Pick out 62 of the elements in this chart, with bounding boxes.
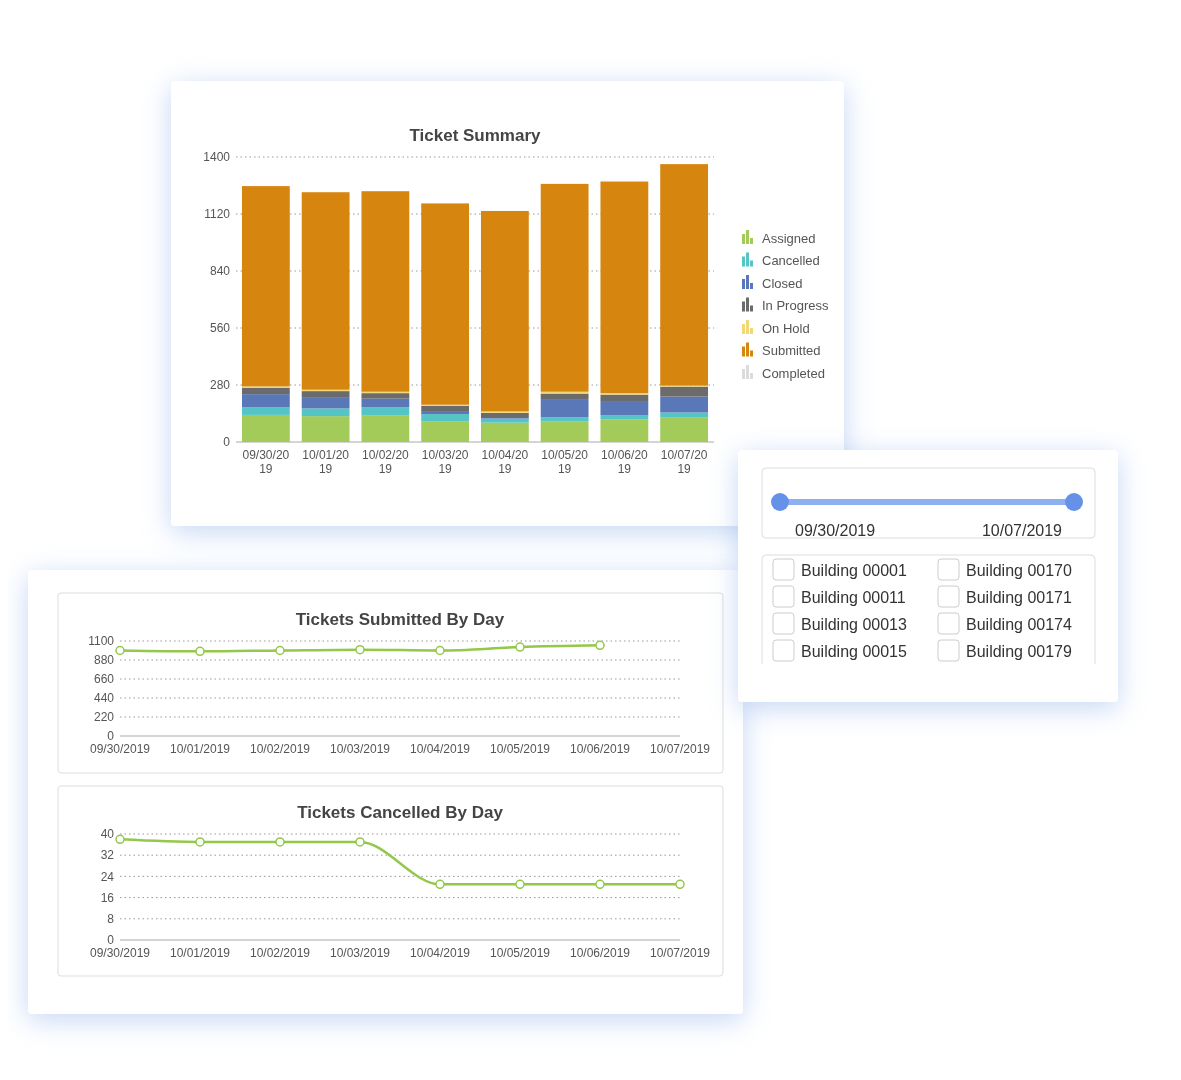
y-tick-label: 660 (93, 672, 115, 687)
legend-label: Cancelled (762, 253, 820, 269)
text: 10/07/2019 (981, 522, 1063, 539)
y-tick-label: 1400 (203, 150, 231, 165)
x-tick-label: 10/05/2019 (489, 946, 551, 960)
x-tick-label: 10/02/2019 (249, 946, 311, 960)
x-tick-label: 10/07/2019 (649, 946, 711, 960)
y-tick-label: 840 (209, 264, 231, 279)
x-tick-label: 10/06/2019 (601, 448, 649, 476)
category-label: Building 00001 (801, 561, 907, 579)
category-label: Building 00013 (801, 615, 907, 633)
x-tick-label: 10/01/2019 (302, 448, 350, 476)
y-tick-label: 440 (93, 691, 115, 706)
x-tick-label: 10/06/2019 (569, 742, 631, 756)
x-tick-label: 10/07/2019 (649, 742, 711, 756)
x-tick-label: 10/05/2019 (489, 742, 551, 756)
x-tick-label: 10/04/2019 (409, 946, 471, 960)
y-tick-label: 32 (100, 848, 115, 863)
chart-title: Ticket Summary (409, 126, 542, 145)
y-tick-label: 1100 (88, 634, 115, 649)
x-tick-label: 10/02/2019 (249, 742, 311, 756)
x-tick-label: 10/04/2019 (481, 448, 529, 476)
y-tick-label: 220 (93, 710, 115, 725)
y-tick-label: 40 (100, 827, 115, 842)
x-tick-label: 10/05/2019 (541, 448, 589, 476)
y-tick-label: 280 (209, 378, 231, 393)
legend-label: Closed (762, 275, 803, 291)
x-tick-label: 10/04/2019 (409, 742, 471, 756)
category-label: Building 00171 (966, 588, 1072, 606)
category-label: Building 00174 (966, 615, 1072, 633)
y-tick-label: 24 (100, 869, 115, 884)
legend-label: In Progress (762, 298, 829, 314)
x-tick-label: 10/07/2019 (660, 448, 708, 476)
legend-label: Submitted (762, 343, 821, 359)
text: 09/30/2019 (795, 522, 876, 539)
x-tick-label: 10/01/2019 (169, 742, 231, 756)
y-tick-label: 0 (107, 729, 115, 744)
y-tick-label: 560 (209, 321, 231, 336)
category-label: Building 00011 (801, 588, 906, 606)
y-tick-label: 16 (100, 890, 115, 905)
y-tick-label: 0 (107, 933, 115, 948)
category-label: Building 00179 (966, 642, 1072, 660)
x-tick-label: 10/03/2019 (421, 448, 469, 476)
y-tick-label: 880 (93, 653, 115, 668)
chart-title: Tickets Submitted By Day (295, 610, 505, 629)
legend-label: Completed (762, 365, 825, 381)
x-tick-label: 09/30/2019 (242, 448, 290, 476)
y-tick-label: 1120 (204, 207, 231, 222)
category-label: Building 00170 (966, 561, 1072, 579)
y-tick-label: 8 (107, 912, 115, 926)
legend-label: On Hold (762, 320, 810, 336)
category-label: Building 00015 (801, 642, 907, 660)
legend-label: Assigned (762, 230, 816, 246)
x-tick-label: 09/30/2019 (89, 742, 151, 756)
x-tick-label: 10/02/2019 (362, 448, 410, 476)
x-tick-label: 10/03/2019 (329, 742, 391, 756)
x-tick-label: 10/01/2019 (169, 946, 231, 960)
y-tick-label: 0 (223, 435, 231, 450)
x-tick-label: 09/30/2019 (89, 946, 151, 960)
x-tick-label: 10/06/2019 (569, 946, 631, 960)
x-tick-label: 10/03/2019 (329, 946, 391, 960)
chart-title: Tickets Cancelled By Day (297, 803, 504, 822)
